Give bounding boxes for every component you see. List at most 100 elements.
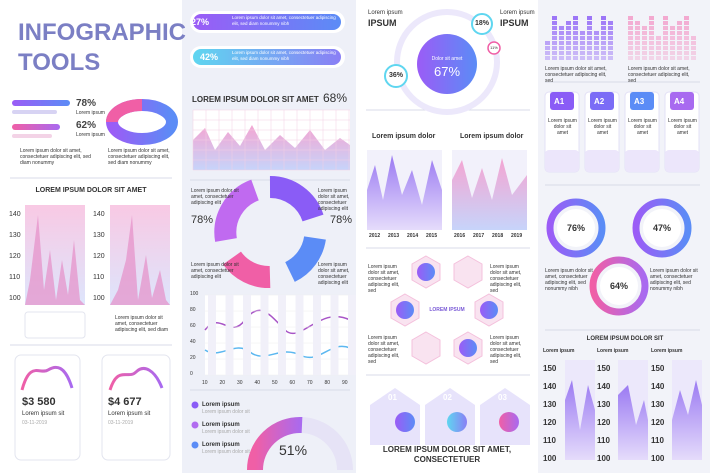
bar-segment bbox=[656, 51, 661, 55]
x-tick-label: 2016 bbox=[454, 233, 466, 239]
bar-segment bbox=[635, 31, 640, 35]
tab-label: A3 bbox=[634, 97, 645, 106]
bar-segment bbox=[649, 56, 654, 60]
gear-value: 47% bbox=[652, 223, 671, 233]
bar-segment bbox=[573, 16, 578, 20]
y-tick-label: 130 bbox=[597, 400, 611, 409]
bar-segment bbox=[628, 21, 633, 25]
step-number: 02 bbox=[443, 393, 452, 402]
bar-segment bbox=[608, 51, 613, 55]
bar-segment bbox=[566, 51, 571, 55]
bar-segment bbox=[642, 31, 647, 35]
bar-segment bbox=[587, 16, 592, 20]
tab-bottom bbox=[665, 150, 699, 172]
caption: Lorem ipsum dolor sit amet, consectetuer… bbox=[115, 315, 169, 333]
y-tick-label: 150 bbox=[651, 364, 665, 373]
tab-head bbox=[590, 92, 614, 110]
shape bbox=[24, 311, 86, 339]
bar-segment bbox=[677, 46, 682, 50]
shape bbox=[643, 209, 681, 247]
shape bbox=[600, 267, 638, 305]
shape bbox=[632, 198, 692, 258]
bar-segment bbox=[663, 26, 668, 30]
shape bbox=[487, 41, 501, 55]
bar-segment bbox=[649, 21, 654, 25]
tab-text: Lorem ipsum dolor sit amet bbox=[628, 118, 657, 136]
bar-segment bbox=[594, 46, 599, 50]
bar-segment bbox=[635, 51, 640, 55]
shape bbox=[14, 354, 81, 461]
y-tick-label: 100 bbox=[543, 454, 557, 463]
shape bbox=[396, 301, 414, 319]
y-tick-label: 150 bbox=[543, 364, 557, 373]
section-title: LOREM IPSUM DOLOR SIT AMET bbox=[35, 187, 147, 194]
area-title: Lorem ipsum dolor bbox=[372, 133, 436, 140]
bar-segment bbox=[642, 36, 647, 40]
bar-segment bbox=[552, 31, 557, 35]
bar-segment bbox=[656, 56, 661, 60]
group bbox=[546, 198, 692, 316]
bar-segment bbox=[691, 46, 696, 50]
shape bbox=[269, 175, 324, 222]
shape bbox=[453, 255, 483, 289]
tab-text: Lorem ipsum dolor sit amet bbox=[548, 118, 577, 136]
x-tick-label: 60 bbox=[289, 380, 296, 386]
y-tick-label: 100 bbox=[597, 454, 611, 463]
bar-segment bbox=[580, 36, 585, 40]
column-band bbox=[295, 295, 304, 375]
bar-segment bbox=[608, 31, 613, 35]
shape bbox=[411, 331, 441, 365]
bar-segment bbox=[663, 41, 668, 45]
bar-segment bbox=[573, 26, 578, 30]
stat-text: Lorem ipsum dolor sit amet, consectetuer… bbox=[108, 148, 170, 166]
y-tick-label: 110 bbox=[9, 274, 21, 281]
card-amount: $3 580 bbox=[22, 396, 56, 408]
y-tick-label: 100 bbox=[93, 295, 105, 302]
bar-segment bbox=[566, 56, 571, 60]
y-tick-label: 110 bbox=[651, 436, 664, 445]
card-label: Lorem ipsum sit bbox=[108, 411, 151, 417]
bar-segment bbox=[601, 41, 606, 45]
bar-segment bbox=[628, 41, 633, 45]
bar-segment bbox=[573, 31, 578, 35]
bar-segment bbox=[670, 51, 675, 55]
hub-small: 18% bbox=[474, 20, 489, 27]
gear-text: Lorem ipsum dolor sit amet, consectetuer… bbox=[650, 268, 698, 292]
bar-segment bbox=[649, 41, 654, 45]
bar-segment bbox=[649, 31, 654, 35]
shape bbox=[565, 380, 595, 460]
shape bbox=[471, 13, 493, 35]
donut-value: 78% bbox=[330, 214, 353, 226]
x-tick-label: 80 bbox=[324, 380, 331, 386]
shape bbox=[191, 421, 199, 429]
bar-segment bbox=[552, 51, 557, 55]
y-tick-label: 140 bbox=[543, 382, 557, 391]
donut-text: Lorem ipsum dolor sit amet, consectetuer… bbox=[318, 262, 350, 286]
bar-segment bbox=[545, 46, 550, 50]
shape bbox=[12, 124, 60, 130]
tab-bottom bbox=[625, 150, 659, 172]
column-label: Lorem ipsum bbox=[543, 348, 575, 354]
legend-item: Lorem ipsum bbox=[202, 442, 240, 448]
shape bbox=[193, 14, 341, 30]
bar-segment bbox=[691, 36, 696, 40]
column-bg bbox=[182, 0, 356, 473]
bar-segment bbox=[573, 51, 578, 55]
shape bbox=[618, 385, 648, 460]
column-band bbox=[208, 295, 216, 375]
bar-segment bbox=[663, 56, 668, 60]
stat-text: Lorem ipsum dolor sit amet, consectetuer… bbox=[20, 148, 91, 166]
step-number: 01 bbox=[388, 393, 397, 402]
y-tick-label: 130 bbox=[543, 400, 557, 409]
pill-text: Lorem ipsum dolor sit amet, consectetuer… bbox=[232, 50, 336, 61]
x-tick-label: 10 bbox=[202, 380, 208, 386]
bar-segment bbox=[628, 36, 633, 40]
bar-segment bbox=[684, 41, 689, 45]
tab-label: A2 bbox=[594, 97, 605, 106]
bar-segment bbox=[601, 26, 606, 30]
bars-text: Lorem ipsum dolor sit amet, consectetuer… bbox=[545, 66, 607, 84]
y-tick-label: 130 bbox=[93, 232, 105, 239]
bar-segment bbox=[649, 51, 654, 55]
y-tick-label: 130 bbox=[651, 400, 665, 409]
bar-segment bbox=[587, 51, 592, 55]
